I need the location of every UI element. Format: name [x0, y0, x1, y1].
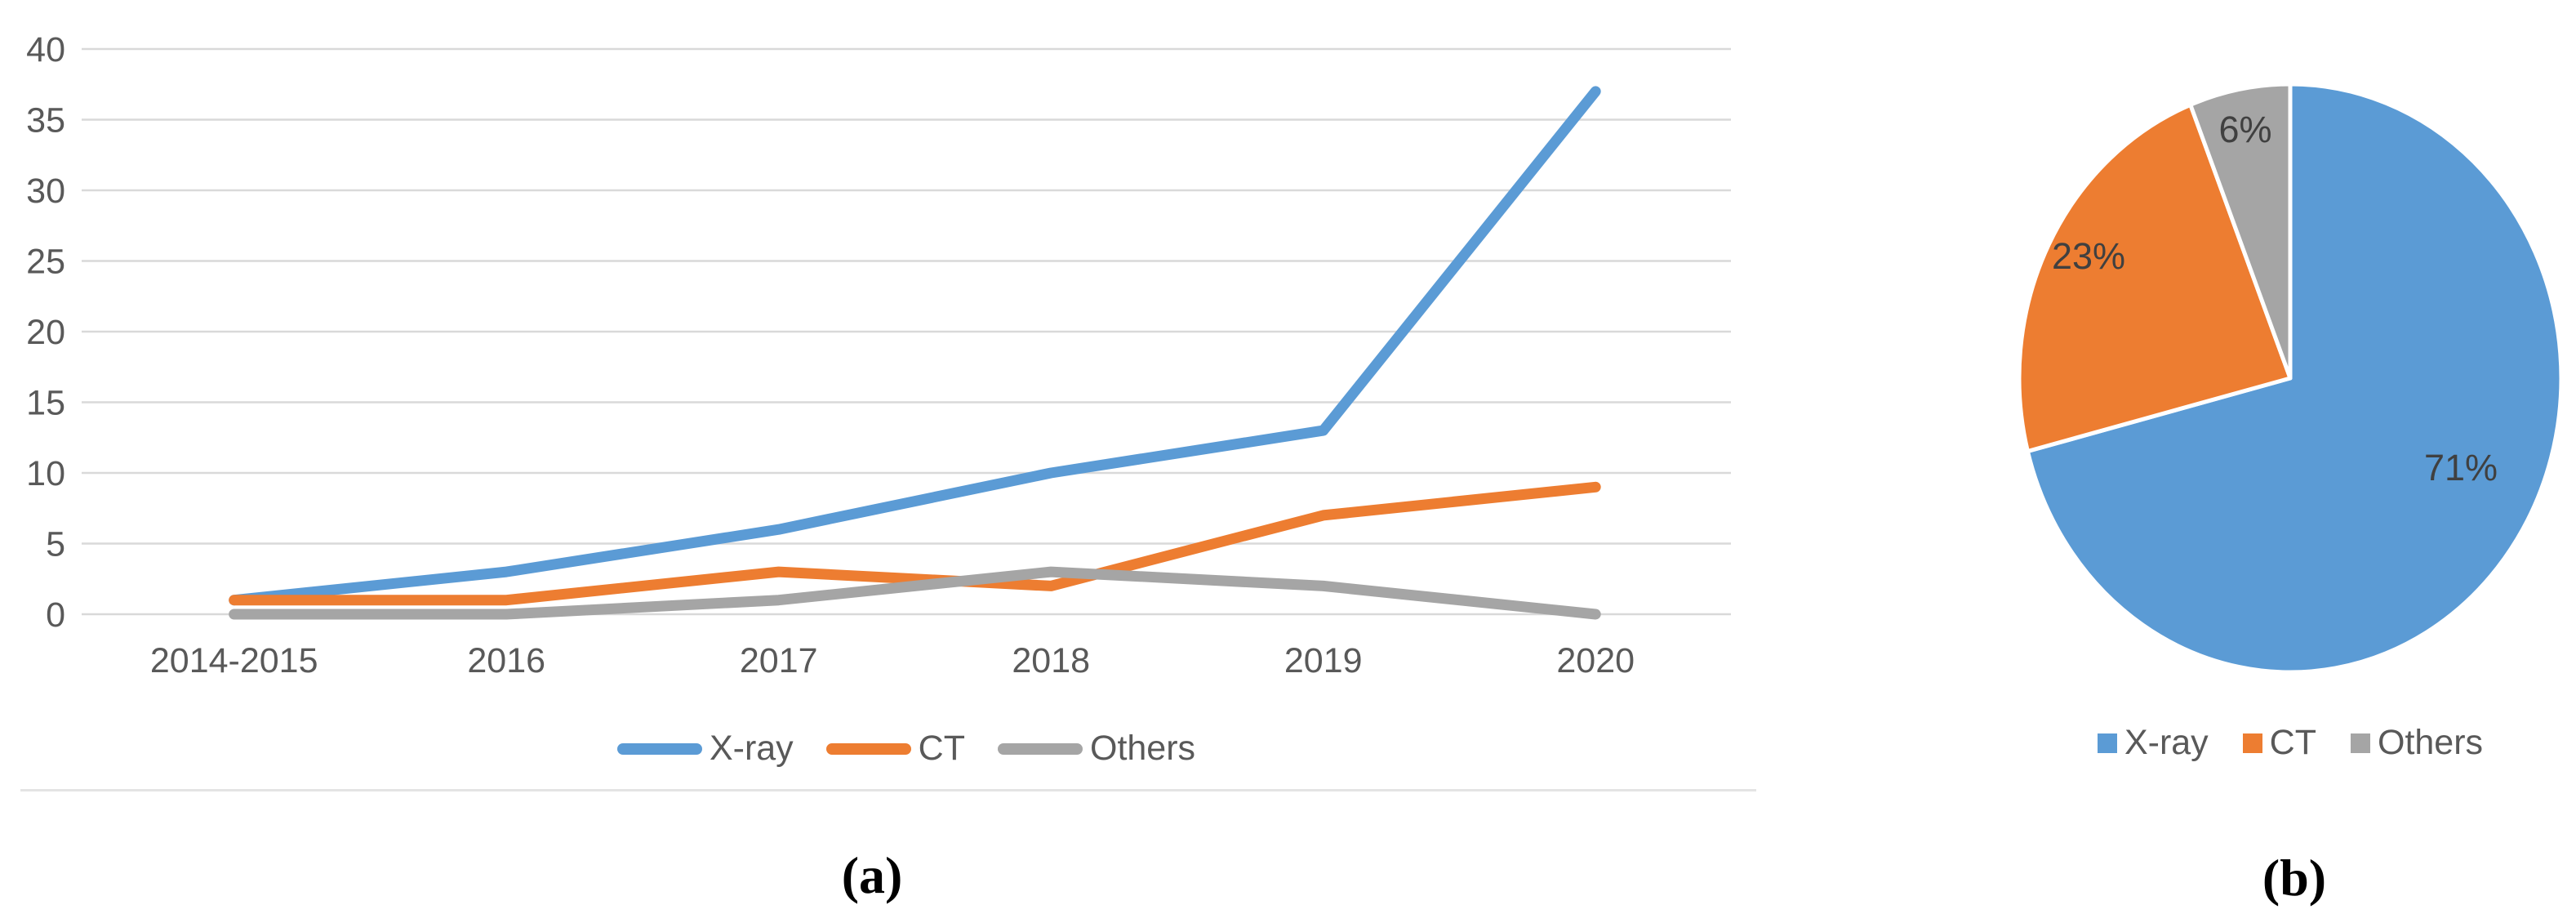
legend-square-swatch [2351, 733, 2370, 753]
y-axis-tick-label: 35 [26, 101, 65, 140]
series-line-xray [229, 86, 1601, 606]
legend-label: CT [2269, 723, 2316, 762]
legend-line-swatch [998, 742, 1083, 755]
legend-square-swatch [2097, 733, 2117, 753]
caption-panel-a: (a) [841, 846, 903, 904]
y-axis-tick-label: 25 [26, 243, 65, 282]
legend-item-others: Others [998, 729, 1195, 768]
legend-label: Others [1090, 729, 1196, 768]
legend-item-xray: X-ray [616, 729, 794, 768]
legend-item-ct: CT [825, 729, 965, 768]
legend-label: X-ray [709, 729, 794, 768]
y-axis-tick-label: 15 [26, 384, 65, 423]
chart-a-bottom-border [20, 789, 1756, 791]
legend-item-xray: X-ray [2097, 723, 2209, 762]
y-axis-tick-label: 30 [26, 172, 65, 211]
pie-slice-others [2188, 82, 2293, 381]
line-chart-legend: X-ray CT Others [82, 729, 1731, 768]
pie-percent-label: 71% [2424, 447, 2498, 488]
pie-slice-xray [2025, 82, 2564, 675]
pie-percent-label: 23% [2052, 235, 2125, 277]
x-axis-tick-label: 2020 [1556, 641, 1635, 680]
x-axis-tick-label: 2019 [1284, 641, 1363, 680]
caption-panel-b: (b) [2262, 849, 2327, 907]
legend-label: X-ray [2124, 723, 2209, 762]
y-axis-tick-label: 0 [46, 595, 65, 635]
x-axis-tick-label: 2017 [740, 641, 818, 680]
legend-label: CT [918, 729, 965, 768]
y-axis-tick-label: 20 [26, 313, 65, 352]
y-axis-tick-label: 10 [26, 454, 65, 493]
series-line-ct [229, 481, 1601, 606]
y-axis-tick-label: 40 [26, 30, 65, 69]
y-axis-tick-label: 5 [46, 525, 65, 564]
legend-line-swatch [616, 742, 702, 755]
x-axis-tick-label: 2014-2015 [150, 641, 318, 680]
x-axis-tick-label: 2016 [467, 641, 545, 680]
pie-slice-ct [2017, 102, 2293, 453]
line-chart: 0 5 10 15 20 25 30 35 40 2014-2015 2016 2017 2018 201… [26, 30, 1731, 680]
series-line-others [229, 566, 1601, 620]
pie-chart: 71% 23% 6% [2017, 82, 2564, 675]
legend-item-others: Others [2351, 723, 2484, 762]
pie-percent-label: 6% [2218, 109, 2271, 150]
x-axis-tick-label: 2018 [1012, 641, 1090, 680]
legend-label: Others [2378, 723, 2484, 762]
legend-square-swatch [2242, 733, 2262, 753]
pie-chart-legend: X-ray CT Others [2004, 723, 2576, 762]
legend-line-swatch [825, 742, 911, 755]
legend-item-ct: CT [2242, 723, 2316, 762]
